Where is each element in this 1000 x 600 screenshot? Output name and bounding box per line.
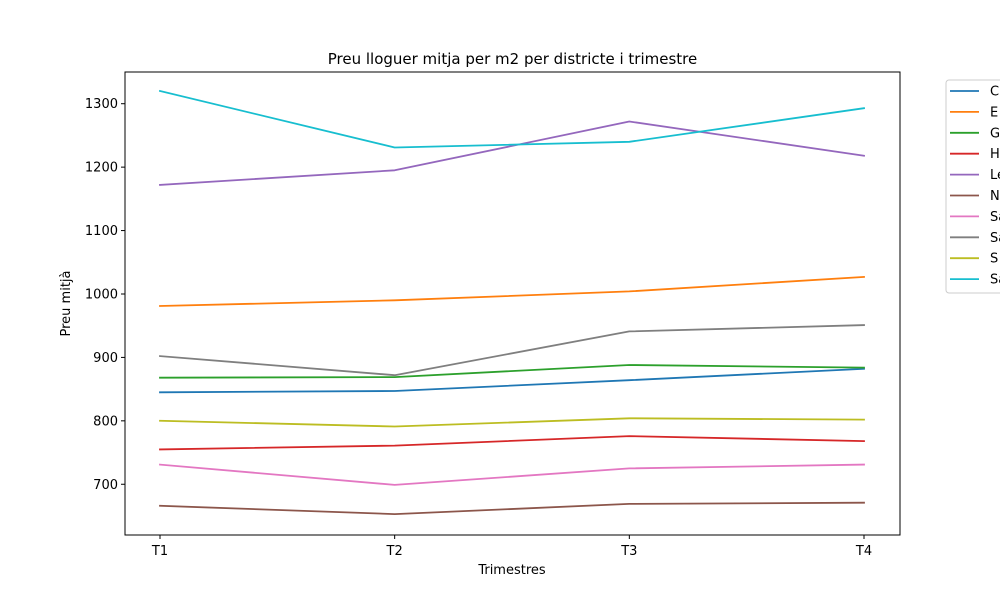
legend-label-8: Sa (990, 231, 1000, 246)
legend-label-2: E (990, 105, 998, 120)
y-tick-label: 1000 (85, 287, 118, 302)
series-line-10 (158, 89, 866, 149)
x-tick-label: T2 (386, 544, 403, 559)
y-tick-label: 800 (93, 414, 118, 429)
legend-label-3: G (990, 126, 1000, 141)
series-line-2 (159, 275, 865, 307)
y-axis-title: Preu mitjà (59, 271, 74, 337)
x-tick-label: T3 (620, 544, 637, 559)
chart-title: Preu lloguer mitja per m2 per districte … (328, 50, 698, 68)
y-tick-label: 1300 (85, 97, 118, 112)
series-line-5 (159, 120, 866, 186)
legend-label-10: Sa (990, 273, 1000, 288)
series-line-6 (159, 501, 865, 515)
plot-area (158, 89, 866, 515)
legend-label-4: H (990, 147, 1000, 162)
y-tick-label: 700 (93, 478, 118, 493)
x-tick-label: T1 (151, 544, 168, 559)
legend-label-6: N (990, 189, 1000, 204)
legend-label-7: Sa (990, 210, 1000, 225)
x-axis-title: Trimestres (477, 563, 546, 578)
series-line-1 (159, 367, 865, 394)
legend-label-9: S (990, 252, 998, 267)
x-tick-label: T4 (855, 544, 872, 559)
y-axis: 700 800 900 1000 1100 1200 1300 (85, 97, 125, 493)
legend-label-1: C (990, 85, 999, 100)
series-line-8 (159, 324, 865, 377)
x-axis: T1 T2 T3 T4 (151, 535, 872, 559)
series-line-3 (159, 364, 865, 379)
series-line-7 (159, 463, 865, 486)
series-line-9 (159, 417, 865, 428)
series-line-4 (159, 435, 865, 451)
plot-frame (124, 71, 901, 536)
legend-label-5: Le (990, 168, 1000, 183)
y-tick-label: 1200 (85, 161, 118, 176)
y-tick-label: 900 (93, 351, 118, 366)
y-tick-label: 1100 (85, 224, 118, 239)
